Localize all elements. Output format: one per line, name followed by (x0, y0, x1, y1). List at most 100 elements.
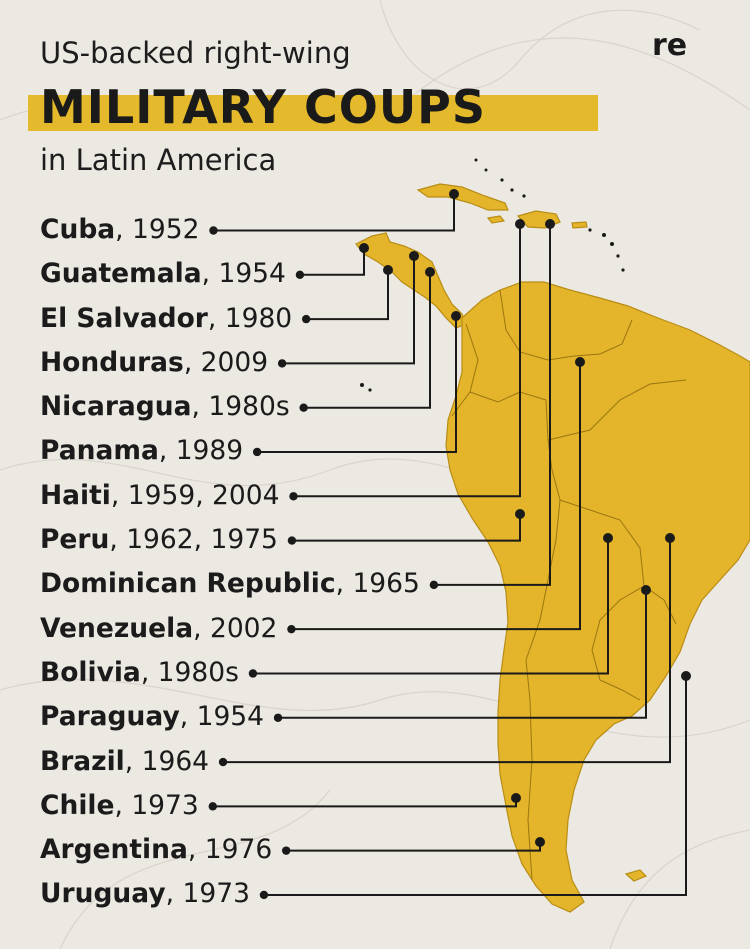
coup-years: , 2002 (193, 612, 278, 644)
map-pin (451, 311, 461, 321)
map-pin (511, 793, 521, 803)
small-islands (360, 158, 625, 392)
brand-logo: re (652, 28, 688, 63)
leader-line (282, 256, 415, 365)
title-highlight-band (28, 95, 598, 131)
leader-line (257, 316, 457, 453)
label-dot (208, 802, 217, 811)
region-subtitle: in Latin America (40, 143, 277, 177)
leader-line (299, 248, 365, 276)
coup-years: , 1980s (140, 656, 239, 688)
leader-line (291, 362, 581, 631)
country-name: Dominican Republic (40, 568, 336, 600)
coup-years: , 1964 (124, 745, 210, 777)
leader-line (223, 538, 671, 764)
land-masses (355, 183, 750, 913)
coup-item-cuba: Cuba, 1952 (40, 208, 420, 252)
map-pin (409, 251, 419, 261)
coup-years: , 1952 (115, 214, 200, 245)
coup-item-bolivia: Bolivia, 1980s (40, 651, 420, 695)
coup-item-nicaragua: Nicaragua, 1980s (40, 385, 420, 429)
coup-item-argentina: Argentina, 1976 (40, 828, 420, 872)
map-pin (449, 189, 459, 199)
coup-item-guatemala: Guatemala, 1954 (40, 252, 420, 296)
label-dot (429, 580, 439, 590)
country-name: Haiti (40, 479, 111, 511)
map-pin (535, 837, 545, 847)
coup-years: , 2009 (183, 346, 269, 378)
subtitle: US-backed right-wing (40, 36, 351, 70)
coup-years: , 1973 (165, 878, 250, 910)
coup-item-panama: Panama, 1989 (40, 429, 420, 473)
label-dot (252, 447, 262, 457)
label-dot (287, 536, 297, 545)
leader-line (252, 538, 609, 675)
label-dot (299, 403, 308, 412)
map-pin (665, 533, 675, 543)
country-name: Nicaragua (40, 391, 192, 423)
label-dot (248, 669, 258, 678)
coup-item-brazil: Brazil, 1964 (40, 740, 420, 784)
coup-years: , 1954 (201, 258, 286, 290)
title-block: MILITARY COUPS (28, 78, 598, 136)
coup-item-el-salvador: El Salvador, 1980 (40, 297, 420, 341)
country-name: Venezuela (40, 612, 194, 644)
country-name: Uruguay (40, 878, 166, 910)
leader-line (303, 272, 431, 409)
coup-years: , 1973 (114, 789, 199, 821)
label-dot (287, 624, 296, 634)
coup-item-peru: Peru, 1962, 1975 (40, 518, 420, 562)
country-name: Paraguay (40, 701, 180, 733)
country-name: Panama (40, 435, 159, 467)
map-pin (515, 509, 525, 519)
coup-item-chile: Chile, 1973 (40, 784, 420, 828)
map-pin (641, 585, 651, 595)
label-dot (301, 314, 311, 324)
leader-line (213, 194, 455, 232)
label-dot (281, 846, 291, 855)
label-dot (277, 359, 287, 368)
map-pin (359, 243, 369, 253)
jamaica-shape (486, 215, 506, 224)
map-pin (515, 219, 525, 229)
south-america-shape (445, 281, 750, 913)
cuba-shape (416, 183, 509, 211)
country-name: Honduras (40, 346, 184, 378)
label-dot (209, 226, 218, 235)
leader-line (263, 676, 687, 896)
country-name: Brazil (40, 745, 125, 777)
coup-item-uruguay: Uruguay, 1973 (40, 872, 420, 916)
coup-years: , 1980s (191, 391, 290, 423)
leader-lines (208, 189, 691, 900)
label-dot (259, 890, 269, 900)
country-name: Argentina (40, 834, 188, 866)
label-dot (273, 713, 283, 722)
coup-item-haiti: Haiti, 1959, 2004 (40, 474, 420, 518)
falklands-shape (624, 869, 648, 882)
coup-years: , 1965 (335, 568, 420, 600)
leader-line (433, 224, 551, 586)
country-name: Peru (40, 524, 110, 556)
map-pin (545, 219, 555, 229)
label-dot (289, 492, 298, 501)
leader-line (278, 590, 647, 719)
label-dot (218, 757, 228, 767)
map-pin (603, 533, 613, 543)
label-dot (295, 270, 305, 279)
coup-item-paraguay: Paraguay, 1954 (40, 695, 420, 739)
coup-years: , 1962, 1975 (109, 524, 278, 556)
map-pin (383, 265, 393, 275)
country-name: El Salvador (40, 302, 208, 334)
leader-line (291, 514, 521, 542)
leader-line (306, 270, 389, 321)
coup-years: , 1989 (158, 435, 244, 467)
country-name: Chile (40, 789, 115, 821)
page-title: MILITARY COUPS (40, 80, 487, 134)
coup-years: , 1959, 2004 (110, 479, 280, 511)
puerto-rico-shape (571, 221, 588, 229)
map-pin (575, 357, 585, 367)
country-name: Bolivia (40, 656, 141, 688)
coup-years: , 1980 (207, 302, 293, 334)
country-name: Guatemala (40, 258, 202, 290)
coup-item-dominican-republic: Dominican Republic, 1965 (40, 562, 420, 606)
